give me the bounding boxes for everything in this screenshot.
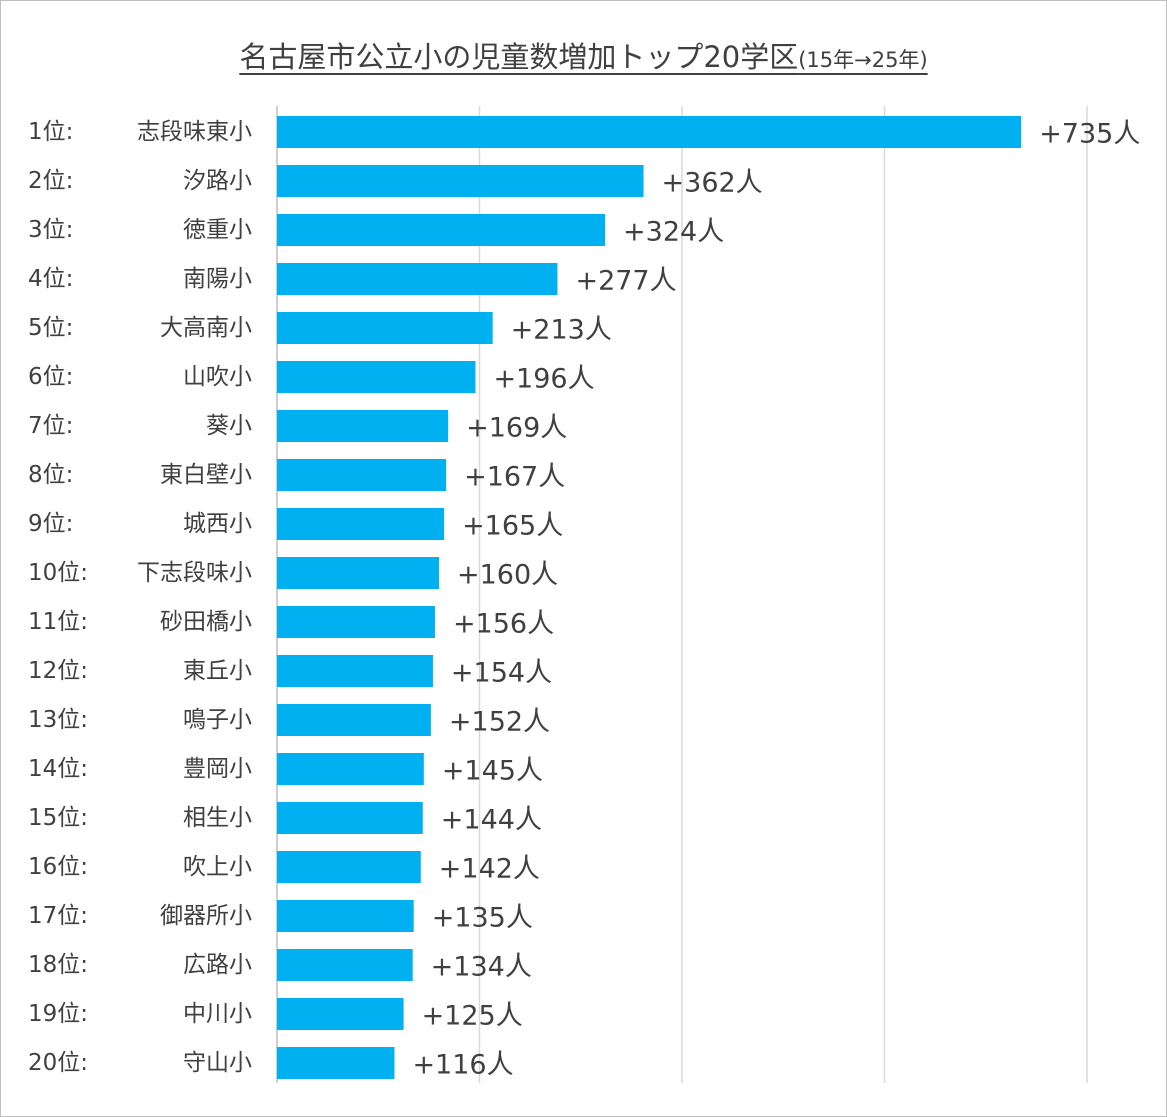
bar (277, 459, 447, 491)
tick-label-rank: 13位: (28, 707, 88, 733)
tick-label-rank: 4位: (28, 266, 73, 292)
tick-label-rank: 8位: (28, 462, 73, 488)
tick-label-name: 山吹小 (183, 364, 252, 390)
tick-label-rank: 19位: (28, 1001, 88, 1027)
data-label: +135人 (432, 903, 533, 934)
tick-label-name: 下志段味小 (137, 560, 252, 586)
tick-label-rank: 7位: (28, 413, 73, 439)
data-label: +125人 (422, 1001, 523, 1032)
tick-label-name: 御器所小 (160, 903, 252, 929)
bar (277, 753, 424, 785)
data-label: +277人 (575, 266, 676, 297)
tick-label-name: 鳴子小 (183, 707, 252, 733)
data-label: +144人 (441, 805, 542, 836)
bar (277, 214, 606, 246)
data-label: +154人 (451, 658, 552, 689)
data-label: +735人 (1039, 119, 1140, 150)
data-label: +167人 (464, 462, 565, 493)
tick-label-rank: 12位: (28, 658, 88, 684)
bar (277, 606, 435, 638)
tick-label-rank: 1位: (28, 119, 73, 145)
data-label: +152人 (449, 707, 550, 738)
bar (277, 410, 449, 442)
tick-label-rank: 18位: (28, 952, 88, 978)
bar (277, 1047, 395, 1079)
bar (277, 263, 558, 295)
tick-label-rank: 6位: (28, 364, 73, 390)
bar (277, 312, 493, 344)
bar (277, 704, 431, 736)
data-label: +116人 (412, 1050, 513, 1081)
tick-label-name: 徳重小 (183, 217, 252, 243)
tick-label-name: 城西小 (183, 511, 252, 537)
data-label: +156人 (453, 609, 554, 640)
bar (277, 508, 445, 540)
tick-label-name: 東丘小 (183, 658, 252, 684)
tick-label-rank: 15位: (28, 805, 88, 831)
bar (277, 998, 404, 1030)
tick-label-name: 広路小 (183, 952, 252, 978)
bar (277, 361, 476, 393)
data-label: +196人 (493, 364, 594, 395)
data-label: +165人 (462, 511, 563, 542)
bar (277, 116, 1022, 148)
tick-label-rank: 20位: (28, 1050, 88, 1076)
tick-label-name: 相生小 (183, 805, 252, 831)
data-label: +145人 (442, 756, 543, 787)
data-label: +362人 (662, 168, 763, 199)
bar (277, 165, 644, 197)
tick-label-rank: 2位: (28, 168, 73, 194)
tick-label-name: 吹上小 (183, 854, 252, 880)
bar (277, 802, 423, 834)
tick-label-rank: 14位: (28, 756, 88, 782)
bar (277, 949, 413, 981)
tick-label-name: 東白壁小 (160, 462, 252, 488)
tick-label-name: 南陽小 (183, 266, 252, 292)
tick-label-name: 大高南小 (160, 315, 252, 341)
tick-label-name: 中川小 (183, 1001, 252, 1027)
tick-label-name: 志段味東小 (137, 119, 252, 145)
tick-label-name: 砂田橋小 (160, 609, 252, 635)
bar (277, 557, 439, 589)
bar (277, 655, 433, 687)
data-label: +324人 (623, 217, 724, 248)
chart-title: 名古屋市公立小の児童数増加トップ20学区(15年→25年) (0, 34, 1167, 76)
data-label: +213人 (511, 315, 612, 346)
bar (277, 900, 414, 932)
tick-label-rank: 10位: (28, 560, 88, 586)
tick-label-rank: 11位: (28, 609, 88, 635)
tick-label-name: 守山小 (183, 1050, 252, 1076)
tick-label-rank: 17位: (28, 903, 88, 929)
data-label: +169人 (466, 413, 567, 444)
bar (277, 851, 421, 883)
chart-title-sub: (15年→25年) (798, 48, 928, 72)
tick-label-name: 汐路小 (183, 168, 252, 194)
tick-label-name: 豊岡小 (183, 756, 252, 782)
tick-label-rank: 3位: (28, 217, 73, 243)
tick-label-rank: 5位: (28, 315, 73, 341)
data-label: +160人 (457, 560, 558, 591)
tick-label-rank: 16位: (28, 854, 88, 880)
tick-label-rank: 9位: (28, 511, 73, 537)
chart-title-main: 名古屋市公立小の児童数増加トップ20学区 (239, 40, 799, 74)
data-label: +134人 (431, 952, 532, 983)
tick-label-name: 葵小 (206, 413, 252, 439)
data-label: +142人 (439, 854, 540, 885)
